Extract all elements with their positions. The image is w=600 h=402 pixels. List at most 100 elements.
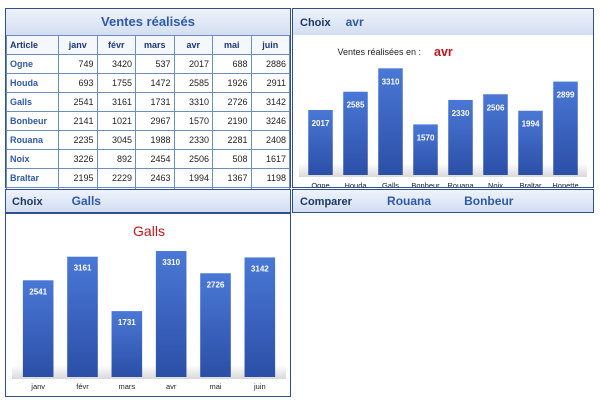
table-row: Bonbeur 2141 1021 2967 1570 2190 3246 xyxy=(6,111,290,131)
table-cell: 1994 xyxy=(173,168,213,188)
table-cell: 2281 xyxy=(212,130,252,150)
month-choice-value[interactable]: avr xyxy=(345,15,364,29)
bar-value-label: 2899 xyxy=(557,91,575,100)
bar-value-label: 3142 xyxy=(251,264,269,273)
sales-table-title: Ventes réalisés xyxy=(6,9,290,35)
table-header-row: Article janv févr mars avr mai juin xyxy=(6,35,290,55)
table-cell: 693 xyxy=(58,73,98,93)
bar-Braltar xyxy=(518,110,543,175)
category-label: janv xyxy=(30,382,45,391)
table-cell: 2454 xyxy=(135,149,175,169)
month-choice-label: Choix xyxy=(300,17,331,29)
table-cell: 2886 xyxy=(250,54,290,74)
bar-value-label: 2330 xyxy=(452,109,470,118)
bar-Honette xyxy=(553,81,578,175)
column-header-0: Article xyxy=(6,35,59,55)
category-label: Honette xyxy=(552,181,578,187)
compare-value-1[interactable]: Rouana xyxy=(387,194,432,208)
table-cell: 2541 xyxy=(58,92,98,112)
column-header-3: mars xyxy=(135,35,175,55)
compare-bar: Comparer Rouana Bonbeur xyxy=(292,189,594,213)
bar-Rouana xyxy=(448,99,473,175)
bar-value-label: 3161 xyxy=(74,264,92,273)
row-article-name: Ogne xyxy=(6,54,59,74)
bar-value-label: 3310 xyxy=(382,77,400,86)
table-cell: 1367 xyxy=(212,168,252,188)
category-label: Galls xyxy=(382,181,399,187)
table-cell: 3045 xyxy=(96,130,136,150)
bar-value-label: 3310 xyxy=(162,258,180,267)
sales-table: Article janv févr mars avr mai juin Ogne 749 342… xyxy=(6,35,290,207)
category-label: Bonbeur xyxy=(411,181,440,187)
table-body: Ogne 749 3420 537 2017 688 2886 Houda 693 1755 147… xyxy=(6,54,290,207)
chart-floor xyxy=(299,163,587,177)
bar-value-label: 2506 xyxy=(487,103,505,112)
row-article-name: Noix xyxy=(6,149,59,169)
category-label: mars xyxy=(118,382,135,391)
category-label: Houda xyxy=(344,181,367,187)
table-cell: 3246 xyxy=(250,111,290,131)
bar-value-label: 2541 xyxy=(29,287,47,296)
table-cell: 2017 xyxy=(173,54,213,74)
bar-Houda xyxy=(343,91,368,175)
category-label: avr xyxy=(166,382,177,391)
table-cell: 3310 xyxy=(173,92,213,112)
month-bar-chart: Ventes réalisées en : avr 2017 Ogne 2585 Houd… xyxy=(299,45,587,187)
bar-mars xyxy=(111,311,143,377)
category-label: Rouana xyxy=(447,181,474,187)
table-cell: 2585 xyxy=(173,73,213,93)
table-cell: 1472 xyxy=(135,73,175,93)
table-cell: 2911 xyxy=(250,73,290,93)
table-cell: 749 xyxy=(58,54,98,74)
article-bar-chart: Galls 2541 janv 3161 févr 1731 mars 3310 avr 2726… xyxy=(12,223,286,391)
table-cell: 537 xyxy=(135,54,175,74)
table-cell: 1988 xyxy=(135,130,175,150)
bar-févr xyxy=(67,256,98,377)
row-article-name: Braltar xyxy=(6,168,59,188)
table-cell: 2967 xyxy=(135,111,175,131)
category-label: Noix xyxy=(488,181,503,187)
row-article-name: Galls xyxy=(6,92,59,112)
month-chart-block: Choix avr Ventes réalisées en : avr 2017 Og… xyxy=(292,8,594,188)
article-choice-value[interactable]: Galls xyxy=(71,194,101,208)
table-row: Houda 693 1755 1472 2585 1926 2911 xyxy=(6,73,290,93)
table-cell: 1570 xyxy=(173,111,213,131)
table-cell: 1021 xyxy=(96,111,136,131)
bar-Bonbeur xyxy=(413,124,438,175)
row-article-name: Houda xyxy=(6,73,59,93)
table-row: Ogne 749 3420 537 2017 688 2886 xyxy=(6,54,290,74)
table-cell: 3420 xyxy=(96,54,136,74)
table-cell: 2235 xyxy=(58,130,98,150)
table-cell: 892 xyxy=(96,149,136,169)
bar-value-label: 2017 xyxy=(312,119,330,128)
column-header-2: févr xyxy=(96,35,136,55)
table-cell: 1755 xyxy=(96,73,136,93)
column-header-1: janv xyxy=(58,35,98,55)
month-choice-bar: Choix avr xyxy=(293,9,593,35)
table-cell: 1926 xyxy=(212,73,252,93)
compare-value-2[interactable]: Bonbeur xyxy=(464,194,514,208)
bar-janv xyxy=(22,280,54,377)
table-cell: 2506 xyxy=(173,149,213,169)
table-cell: 2190 xyxy=(212,111,252,131)
article-choice-bar: Choix Galls xyxy=(5,189,291,213)
row-article-name: Bonbeur xyxy=(6,111,59,131)
bar-Noix xyxy=(483,94,508,175)
bar-value-label: 1994 xyxy=(522,120,540,129)
bar-mai xyxy=(200,273,231,377)
table-cell: 2229 xyxy=(96,168,136,188)
column-header-4: avr xyxy=(173,35,213,55)
sales-table-block: Ventes réalisés Article janv févr mars avr ma… xyxy=(5,8,291,207)
bar-value-label: 1570 xyxy=(417,133,435,142)
bar-Ogne xyxy=(308,110,333,175)
month-chart-title-value: avr xyxy=(434,45,453,59)
row-article-name: Rouana xyxy=(6,130,59,150)
category-label: Braltar xyxy=(519,181,542,187)
table-cell: 688 xyxy=(212,54,252,74)
category-label: juin xyxy=(253,382,266,391)
bar-value-label: 2585 xyxy=(347,101,365,110)
bar-Galls xyxy=(378,68,403,175)
table-cell: 2408 xyxy=(250,130,290,150)
table-cell: 2726 xyxy=(212,92,252,112)
table-cell: 2141 xyxy=(58,111,98,131)
